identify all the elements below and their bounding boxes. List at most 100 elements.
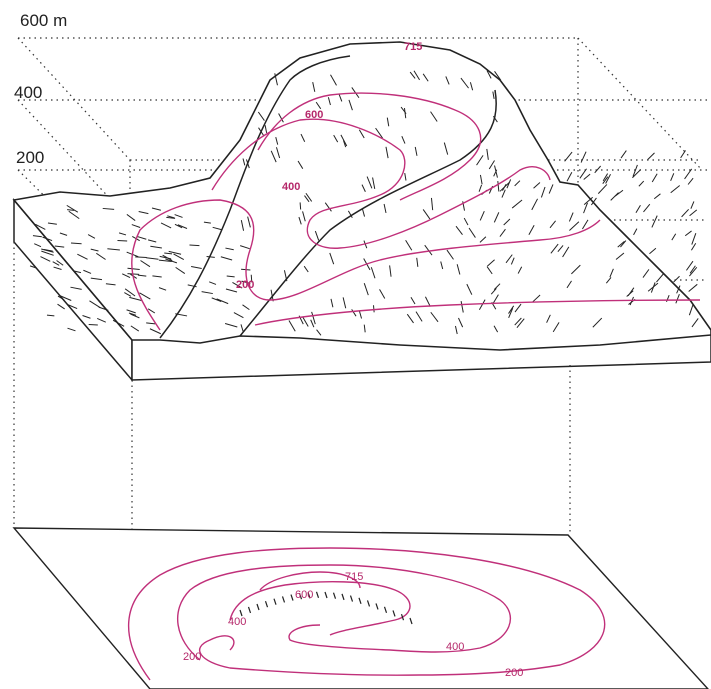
hachure-stroke: [605, 174, 611, 184]
hachure-stroke: [499, 228, 506, 237]
hachure-stroke: [240, 220, 245, 231]
hachure-stroke: [338, 93, 343, 102]
hachure-stroke: [98, 306, 109, 311]
hachure-stroke: [508, 305, 515, 314]
hachure-stroke: [35, 223, 46, 230]
hachure-stroke: [233, 312, 244, 319]
map-contour-label-600: 600: [295, 589, 313, 601]
hachure-stroke: [550, 243, 559, 254]
hachure-stroke: [167, 215, 175, 219]
hachure-stroke: [375, 127, 384, 139]
hachure-stroke: [220, 256, 233, 261]
cliff-tick: [392, 610, 396, 617]
hachure-stroke: [514, 180, 521, 187]
hachure-stroke: [225, 288, 238, 293]
hachure-stroke: [89, 300, 101, 309]
hachure-stroke: [581, 219, 589, 230]
hachure-stroke: [583, 196, 594, 206]
hachure-stroke: [164, 252, 173, 255]
hachure-stroke: [689, 265, 696, 274]
block-contour-200-lower: [254, 299, 701, 326]
hachure-stroke: [493, 325, 499, 333]
hachure-stroke: [691, 318, 699, 328]
hachure-stroke: [549, 220, 556, 229]
hachure-stroke: [40, 256, 51, 262]
hachure-stroke: [614, 189, 624, 197]
hachure-stroke: [41, 250, 54, 256]
hachure-stroke: [424, 244, 433, 256]
hachure-stroke: [404, 172, 407, 181]
hachure-stroke: [90, 248, 99, 252]
hachure-stroke: [225, 247, 234, 251]
hachure-stroke: [492, 294, 499, 305]
hachure-stroke: [546, 314, 551, 323]
cliff-tick: [358, 597, 362, 604]
hachure-stroke: [152, 275, 162, 278]
hachure-stroke: [410, 296, 416, 305]
hachure-stroke: [557, 245, 564, 253]
hachure-stroke: [139, 292, 151, 300]
hachure-stroke: [130, 313, 140, 319]
hachure-stroke: [680, 150, 686, 159]
hachure-stroke: [406, 313, 414, 324]
hachure-stroke: [602, 176, 609, 184]
hachure-stroke: [478, 184, 483, 192]
hachure-stroke: [166, 216, 176, 219]
hachure-stroke: [633, 228, 638, 236]
hachure-stroke: [314, 230, 320, 241]
hachure-stroke: [540, 186, 546, 198]
hachure-stroke: [632, 164, 638, 177]
block-contour-label-400: 400: [282, 181, 300, 193]
hachure-stroke: [497, 181, 500, 192]
hachure-stroke: [206, 256, 215, 258]
hachure-stroke: [505, 254, 513, 264]
hachure-stroke: [348, 99, 353, 111]
hachure-stroke: [216, 298, 229, 305]
hachure-stroke: [302, 316, 309, 327]
hachure-stroke: [568, 212, 574, 222]
hachure-stroke: [528, 225, 535, 236]
hachure-stroke: [493, 169, 498, 177]
hachure-stroke: [688, 303, 694, 316]
hachure-stroke: [469, 82, 474, 91]
hachure-stroke: [400, 106, 407, 114]
hachure-stroke: [592, 317, 603, 328]
hachure-stroke: [150, 245, 162, 249]
hachure-stroke: [304, 195, 310, 203]
hachure-stroke: [363, 282, 369, 296]
hachure-stroke: [675, 293, 680, 304]
hachure-stroke: [77, 253, 88, 260]
cliff-tick: [332, 592, 337, 599]
map-contour-400: [176, 564, 511, 661]
hachure-stroke: [68, 210, 80, 220]
hachure-stroke: [175, 266, 186, 274]
hachure-stroke: [494, 71, 502, 81]
block-contour-600: [257, 92, 482, 201]
hachure-stroke: [32, 235, 42, 238]
hachure-stroke: [626, 290, 634, 297]
hachure-stroke: [422, 73, 429, 82]
hachure-stroke: [486, 70, 492, 79]
hachure-stroke: [676, 285, 681, 294]
hachure-stroke: [73, 270, 82, 274]
cliff-tick: [239, 609, 243, 617]
hachure-stroke: [458, 317, 464, 328]
hachure-stroke: [486, 266, 493, 275]
hachure-stroke: [124, 292, 132, 297]
elevation-label-400: 400: [14, 83, 42, 102]
hachure-stroke: [430, 197, 434, 211]
hachure-stroke: [597, 184, 608, 194]
terrain-hachures: [29, 70, 699, 336]
hachure-stroke: [632, 169, 642, 179]
hachure-stroke: [503, 218, 511, 226]
hachure-stroke: [112, 319, 125, 327]
cliff-tick: [281, 596, 286, 603]
hachure-stroke: [620, 150, 627, 159]
hachure-stroke: [638, 180, 645, 187]
hachure-stroke: [324, 202, 332, 212]
hachure-stroke: [149, 328, 162, 335]
hachure-stroke: [310, 319, 315, 328]
hachure-stroke: [56, 260, 64, 266]
hachure-stroke: [605, 277, 612, 284]
